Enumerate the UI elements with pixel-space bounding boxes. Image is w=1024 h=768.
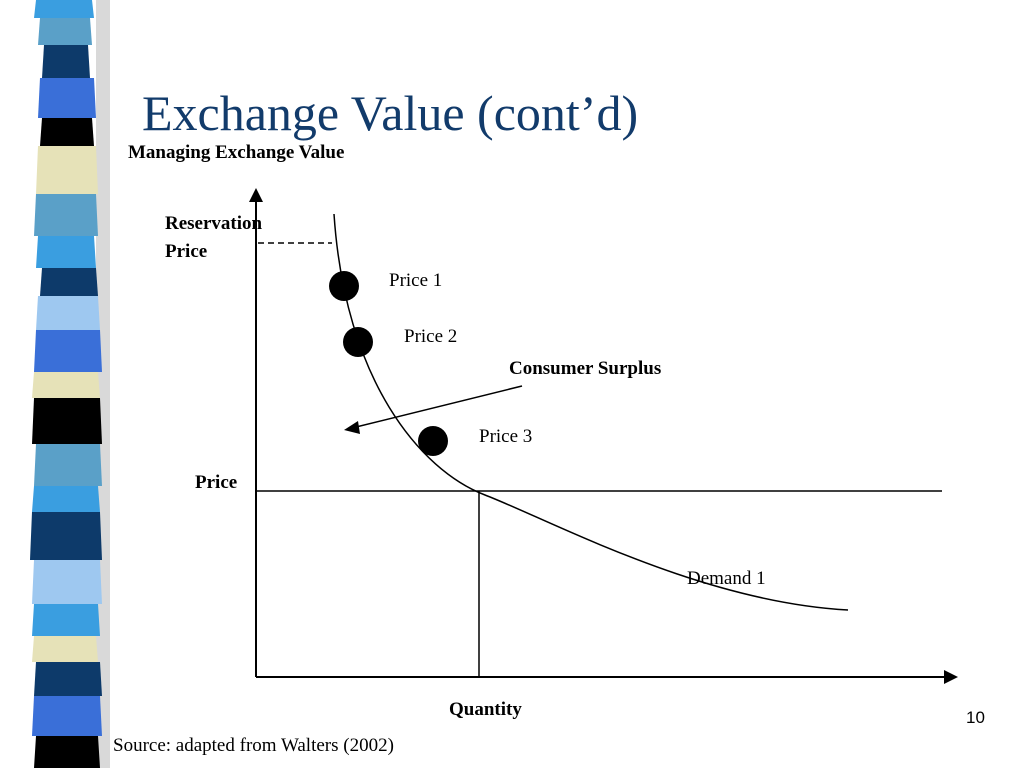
stripe-segment	[36, 146, 98, 194]
reservation-price-label-line2: Price	[165, 241, 207, 262]
stripe-segment	[30, 512, 102, 560]
stripe-segment	[40, 118, 94, 146]
stripe-segment	[34, 444, 102, 486]
stripe-segment	[32, 372, 100, 398]
stripe-segment	[34, 194, 98, 236]
price-2-label: Price 2	[404, 326, 457, 347]
stripe-segment	[34, 736, 100, 768]
stripe-segment	[32, 486, 100, 512]
stripe-segment	[42, 45, 90, 78]
price-axis-arrow	[249, 188, 263, 202]
stripe-segment	[32, 560, 102, 604]
stripe-segment	[32, 696, 102, 736]
consumer-surplus-arrow	[351, 385, 523, 429]
stripe-segment	[34, 0, 94, 18]
stripe-segment	[38, 78, 96, 118]
stripe-segment	[34, 330, 102, 372]
price-point-2	[343, 327, 373, 357]
price-point-1	[329, 271, 359, 301]
price-point-3	[418, 426, 448, 456]
price-1-label: Price 1	[389, 270, 442, 291]
stripe-segment	[32, 604, 100, 636]
stripe-segment	[34, 662, 102, 696]
stripe-segment	[36, 236, 96, 268]
stripe-segment	[32, 636, 98, 662]
quantity-axis-arrow	[944, 670, 958, 684]
quantity-axis-label: Quantity	[449, 699, 522, 720]
stripe-segment	[40, 268, 98, 296]
stripe-graphic	[30, 0, 110, 768]
price-axis-label: Price	[195, 472, 237, 493]
reservation-price-label-line1: Reservation	[165, 213, 263, 234]
source-citation: Source: adapted from Walters (2002)	[113, 735, 394, 756]
consumer-surplus-arrowhead	[344, 421, 360, 434]
price-3-label: Price 3	[479, 426, 532, 447]
demand-curve-label: Demand 1	[687, 568, 766, 589]
consumer-surplus-label: Consumer Surplus	[509, 358, 661, 379]
stripe-segment	[32, 398, 102, 444]
stripe-segment	[38, 18, 92, 45]
stripe-segment	[36, 296, 100, 330]
slide-title: Exchange Value (cont’d)	[142, 85, 639, 141]
page-number: 10	[966, 708, 985, 727]
decorative-stripe-bar	[0, 0, 112, 768]
slide-subtitle: Managing Exchange Value	[128, 142, 345, 163]
